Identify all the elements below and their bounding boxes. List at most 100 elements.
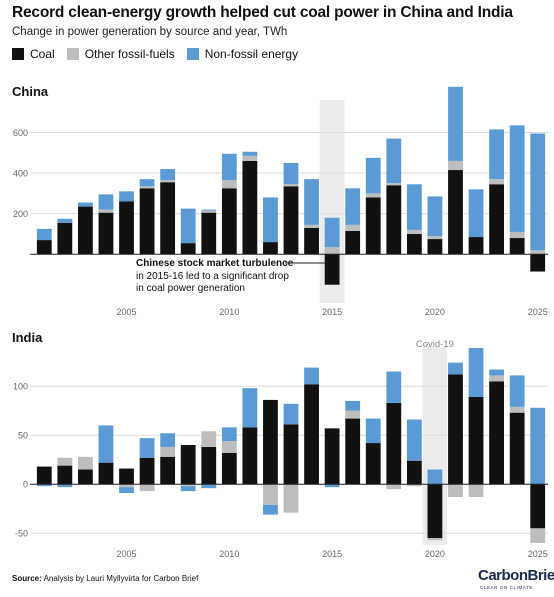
china-bar-other-fossil-2020	[427, 236, 443, 240]
china-bar-coal-2025	[530, 254, 546, 272]
china-ytick-label: 400	[13, 169, 28, 179]
india-bar-coal-2023	[489, 381, 505, 485]
legend-item-other-fossil: Other fossil-fuels	[66, 47, 175, 61]
legend-label-other-fossil: Other fossil-fuels	[84, 47, 175, 61]
india-xtick-label: 2015	[322, 549, 342, 559]
china-bar-other-fossil-2024	[509, 231, 525, 239]
china-bar-non-fossil-2024	[509, 125, 525, 232]
india-bar-coal-2002	[57, 465, 73, 485]
carbonbrief-logo: CarbonBrief	[478, 567, 554, 584]
india-xtick-label: 2025	[528, 549, 548, 559]
india-ytick-label: 100	[13, 382, 28, 392]
china-bar-other-fossil-2014	[304, 224, 319, 228]
china-bar-coal-2012	[263, 242, 278, 255]
china-chart: 200 400 600 2005 2010 2015 2020 2025	[13, 86, 548, 317]
china-bar-coal-2017	[365, 197, 381, 255]
india-bar-other-fossil-2007	[160, 446, 176, 457]
china-ytick-label: 600	[13, 128, 28, 138]
india-bar-coal-2021	[448, 374, 463, 485]
india-xtick-label: 2010	[219, 549, 239, 559]
legend-label-non-fossil: Non-fossil energy	[204, 47, 299, 61]
india-bar-coal-2001	[36, 466, 52, 485]
india-bar-non-fossil-2024	[509, 375, 525, 407]
india-bar-non-fossil-2001	[36, 484, 52, 487]
china-bar-coal-2003	[77, 206, 93, 255]
india-bar-other-fossil-2016	[345, 410, 361, 419]
china-annotation: Chinese stock market turbulence in 2015-…	[136, 258, 296, 296]
china-bar-other-fossil-2021	[448, 160, 463, 171]
india-bar-coal-2014	[304, 384, 319, 485]
china-annotation-bold: Chinese stock market turbulence	[136, 258, 294, 269]
india-bar-non-fossil-2023	[489, 369, 505, 376]
china-bar-non-fossil-2002	[57, 218, 73, 223]
india-bar-non-fossil-2017	[365, 418, 381, 444]
legend-swatch-other-fossil	[66, 48, 79, 60]
china-bar-coal-2013	[283, 186, 299, 255]
china-bar-coal-2011	[242, 160, 258, 255]
india-bar-other-fossil-2009	[201, 431, 217, 447]
india-bar-coal-2015	[324, 428, 340, 485]
india-xtick-label: 2005	[117, 549, 137, 559]
india-bar-other-fossil-2019	[406, 484, 422, 487]
india-bar-coal-2008	[180, 445, 196, 485]
chart-subtitle: Change in power generation by source and…	[12, 26, 288, 38]
china-annotation-text: in 2015-16 led to a significant drop in …	[136, 270, 289, 295]
china-bar-non-fossil-2006	[139, 179, 155, 187]
legend-label-coal: Coal	[30, 47, 55, 61]
india-bar-non-fossil-2009	[201, 484, 217, 489]
china-bar-other-fossil-2017	[365, 193, 381, 198]
india-ytick-label: 50	[18, 431, 28, 441]
india-bar-other-fossil-2021	[448, 484, 463, 497]
china-bar-other-fossil-2004	[98, 209, 114, 213]
india-ytick-label: 0	[23, 480, 28, 490]
india-bar-other-fossil-2024	[509, 406, 525, 413]
china-bar-coal-2020	[427, 239, 443, 255]
india-bar-other-fossil-2022	[468, 484, 484, 497]
china-bar-coal-2018	[386, 185, 402, 255]
source-text: Analysis by Lauri Myllyvirta for Carbon …	[43, 574, 199, 583]
china-bar-other-fossil-2013	[283, 184, 299, 187]
china-bar-coal-2007	[160, 182, 176, 255]
china-bar-non-fossil-2017	[365, 157, 381, 194]
india-bar-coal-2005	[119, 468, 134, 485]
india-bar-other-fossil-2020	[427, 538, 443, 541]
china-bar-non-fossil-2016	[345, 188, 361, 225]
china-ytick-label: 200	[13, 209, 28, 219]
china-bar-coal-2002	[57, 222, 73, 255]
india-bar-coal-2012	[263, 399, 278, 485]
source-note: Source: Analysis by Lauri Myllyvirta for…	[12, 574, 198, 583]
india-bar-non-fossil-2002	[57, 484, 73, 488]
india-bar-coal-2025	[530, 484, 546, 529]
china-bar-non-fossil-2008	[180, 208, 196, 244]
india-bar-non-fossil-2021	[448, 362, 463, 375]
china-bar-other-fossil-2019	[406, 229, 422, 234]
india-xtick-label: 2020	[425, 549, 445, 559]
india-bar-non-fossil-2020	[427, 469, 443, 485]
india-bar-coal-2017	[365, 443, 381, 485]
india-bar-non-fossil-2022	[468, 347, 484, 397]
india-bar-coal-2013	[283, 424, 299, 485]
china-bar-non-fossil-2007	[160, 169, 176, 181]
india-bar-coal-2003	[77, 469, 93, 485]
china-xtick-label: 2025	[528, 307, 548, 317]
china-bar-coal-2015	[324, 254, 340, 285]
china-bar-other-fossil-2016	[345, 224, 361, 231]
china-bar-coal-2010	[221, 188, 237, 255]
india-bar-non-fossil-2025	[530, 407, 546, 485]
india-bar-other-fossil-2005	[119, 484, 134, 488]
china-bar-non-fossil-2004	[98, 194, 114, 210]
india-bar-coal-2024	[509, 412, 525, 485]
legend-swatch-non-fossil	[186, 48, 199, 60]
india-bar-coal-2020	[427, 484, 443, 539]
china-bar-non-fossil-2011	[242, 151, 258, 156]
china-bar-coal-2024	[509, 238, 525, 255]
india-chart: -50 0 50 100 2005 2010 2015 2020 2025 Covid-19	[13, 339, 548, 559]
china-bar-non-fossil-2022	[468, 189, 484, 238]
india-bar-non-fossil-2011	[242, 388, 258, 428]
china-bar-coal-2009	[201, 212, 217, 255]
india-bar-non-fossil-2006	[139, 438, 155, 458]
china-bar-coal-2019	[406, 233, 422, 255]
china-bar-coal-2004	[98, 212, 114, 255]
india-bar-non-fossil-2014	[304, 367, 319, 385]
china-bar-other-fossil-2023	[489, 179, 505, 185]
